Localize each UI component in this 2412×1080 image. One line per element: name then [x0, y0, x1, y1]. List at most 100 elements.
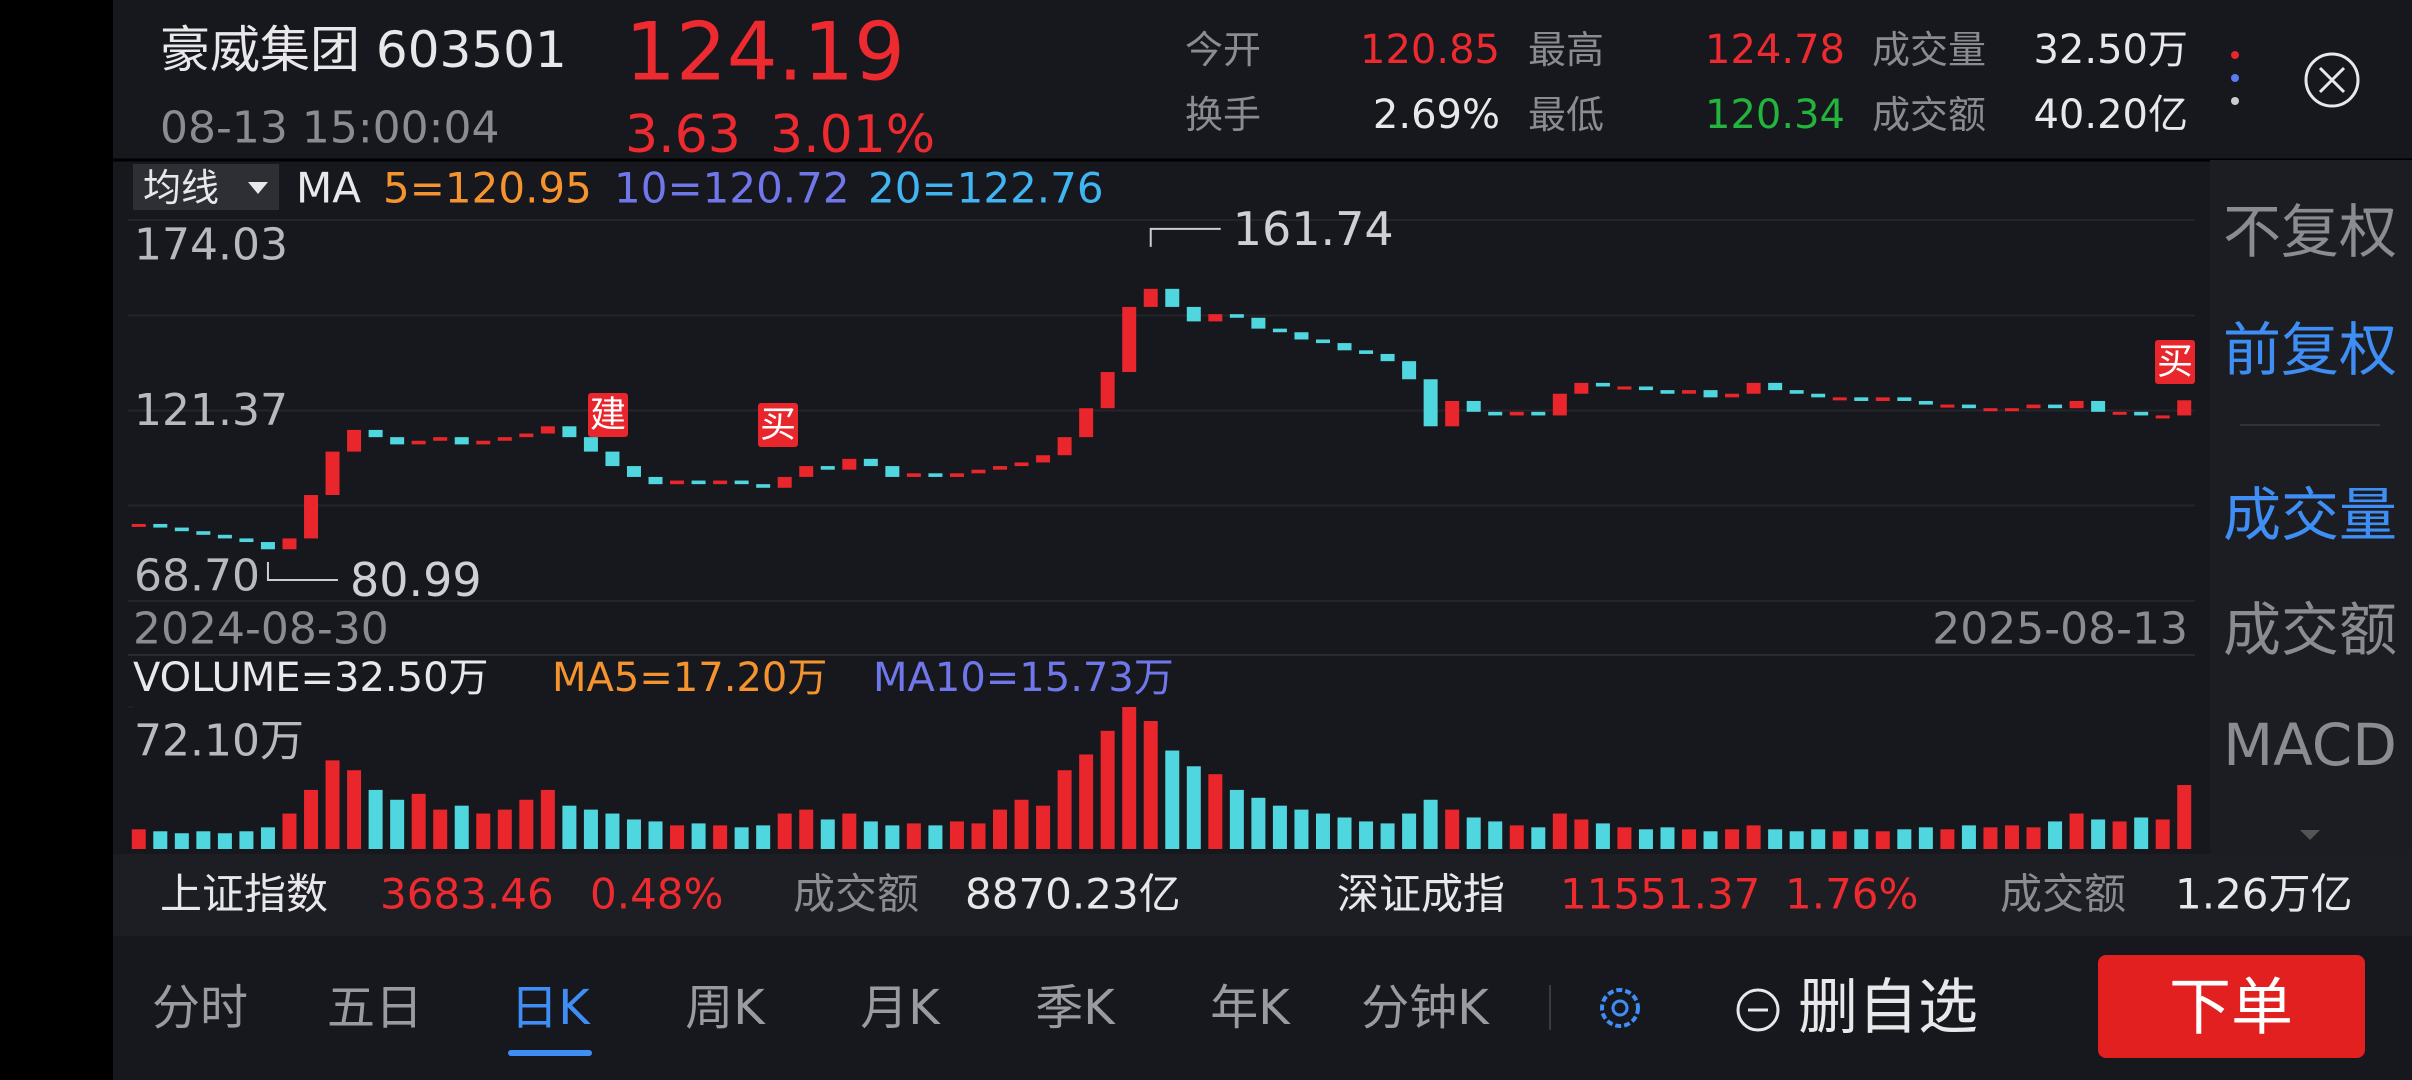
volume-bar: [1854, 829, 1869, 849]
volume-bar: [2134, 817, 2149, 849]
volume-bar: [540, 789, 555, 849]
volume-bar: [390, 799, 405, 849]
tab[interactable]: 日K: [510, 980, 591, 1036]
close-button[interactable]: [2304, 52, 2360, 108]
tab[interactable]: 季K: [1035, 980, 1116, 1036]
volume-bar: [1703, 831, 1718, 849]
index-name[interactable]: 上证指数: [160, 870, 328, 919]
candle: [239, 538, 254, 543]
volume-bar: [1617, 827, 1632, 849]
candle: [2004, 408, 2019, 412]
volume-bar: [1875, 831, 1890, 849]
candle: [583, 437, 598, 452]
candle: [691, 480, 706, 485]
stat-value: 120.85: [1360, 27, 1500, 73]
tab[interactable]: 月K: [860, 980, 941, 1036]
index-value: 11551.37: [1560, 870, 1760, 919]
volume-bar: [1143, 720, 1158, 849]
candle: [670, 480, 685, 485]
sidebar-item[interactable]: 前复权: [2223, 316, 2397, 384]
marker: 买: [2157, 342, 2193, 383]
volume-bar: [1918, 827, 1933, 849]
volume-bar: [1832, 831, 1847, 849]
index-name[interactable]: 深证成指: [1337, 870, 1505, 919]
sidebar-item[interactable]: 成交额: [2223, 596, 2397, 664]
candle: [519, 433, 534, 438]
sidebar-item[interactable]: 不复权: [2223, 198, 2397, 266]
candle: [1337, 343, 1352, 351]
marker-box: [2155, 340, 2195, 384]
date-start: 2024-08-30: [133, 604, 389, 655]
volume-bar: [153, 831, 168, 849]
index-amt-label: 成交额: [2000, 870, 2126, 919]
date-end: 2025-08-13: [1932, 604, 2188, 655]
volume-bar: [1423, 799, 1438, 849]
order-button[interactable]: [2098, 955, 2365, 1058]
volume-bar: [626, 819, 641, 849]
volume-bar: [411, 793, 426, 849]
candle: [153, 523, 168, 528]
candle: [971, 469, 986, 474]
volume-bar: [1100, 730, 1115, 849]
volume-bar: [1380, 823, 1395, 849]
volume-bar: [583, 809, 598, 849]
settings-button[interactable]: [1600, 988, 1640, 1028]
candle: [2048, 404, 2063, 409]
ma-selector[interactable]: 均线: [143, 166, 219, 210]
candle: [1272, 328, 1287, 333]
candle: [1100, 372, 1115, 409]
candle: [1186, 306, 1201, 322]
tab[interactable]: 年K: [1210, 980, 1291, 1036]
sidebar-item[interactable]: MACD: [2223, 711, 2397, 779]
volume-bar: [2048, 821, 2063, 849]
tab[interactable]: 分钟K: [1361, 980, 1490, 1036]
candle: [540, 426, 555, 434]
volume-bar: [648, 821, 663, 849]
candle: [1811, 393, 1826, 398]
volume-bar: [497, 809, 512, 849]
order-label[interactable]: 下单: [2169, 971, 2293, 1044]
stat-value: 2.69%: [1373, 92, 1500, 138]
volume-bar: [433, 809, 448, 849]
volume-bar: [1940, 829, 1955, 849]
candle: [454, 437, 469, 445]
ma5: 5=120.95: [383, 164, 592, 213]
tab[interactable]: 分时: [152, 980, 248, 1036]
candle: [1854, 397, 1869, 401]
candle: [1875, 397, 1890, 401]
volume-bar: [2177, 784, 2192, 849]
volume-bar: [174, 833, 189, 849]
index-value: 3683.46: [380, 870, 554, 919]
volume-bar: [1595, 823, 1610, 849]
candle: [1402, 361, 1417, 380]
volume-bar: [1768, 829, 1783, 849]
sidebar-item[interactable]: 成交量: [2223, 481, 2397, 549]
candle: [1746, 382, 1761, 394]
tab-bar: 分时 五日 日K 周K 月K 季K 年K 分钟K: [152, 980, 1490, 1056]
remove-label[interactable]: 删自选: [1798, 973, 1978, 1043]
index-amt: 8870.23亿: [965, 870, 1181, 919]
volume-bar: [239, 831, 254, 849]
stat-value: 32.50万: [2033, 27, 2188, 73]
remove-button[interactable]: [1736, 988, 1780, 1032]
volume-bar: [1402, 813, 1417, 849]
candle: [626, 466, 641, 477]
price: 124.19: [625, 6, 905, 99]
time: 08-13 15:00:04: [160, 103, 499, 154]
tab[interactable]: 周K: [685, 980, 766, 1036]
more-menu[interactable]: [2231, 51, 2239, 105]
volume-bar: [1725, 829, 1740, 849]
volume-bar: [1509, 825, 1524, 849]
change-pct: 3.01%: [770, 105, 935, 165]
candle: [885, 466, 900, 477]
volume-bar: [2112, 821, 2127, 849]
candle: [1079, 408, 1094, 438]
candle: [993, 466, 1008, 470]
volume-bar: [949, 821, 964, 849]
tab[interactable]: 五日: [327, 980, 423, 1036]
volume-bar: [1165, 750, 1180, 849]
candle: [196, 531, 211, 535]
candle: [1725, 393, 1740, 398]
tab-underline: [508, 1050, 592, 1056]
